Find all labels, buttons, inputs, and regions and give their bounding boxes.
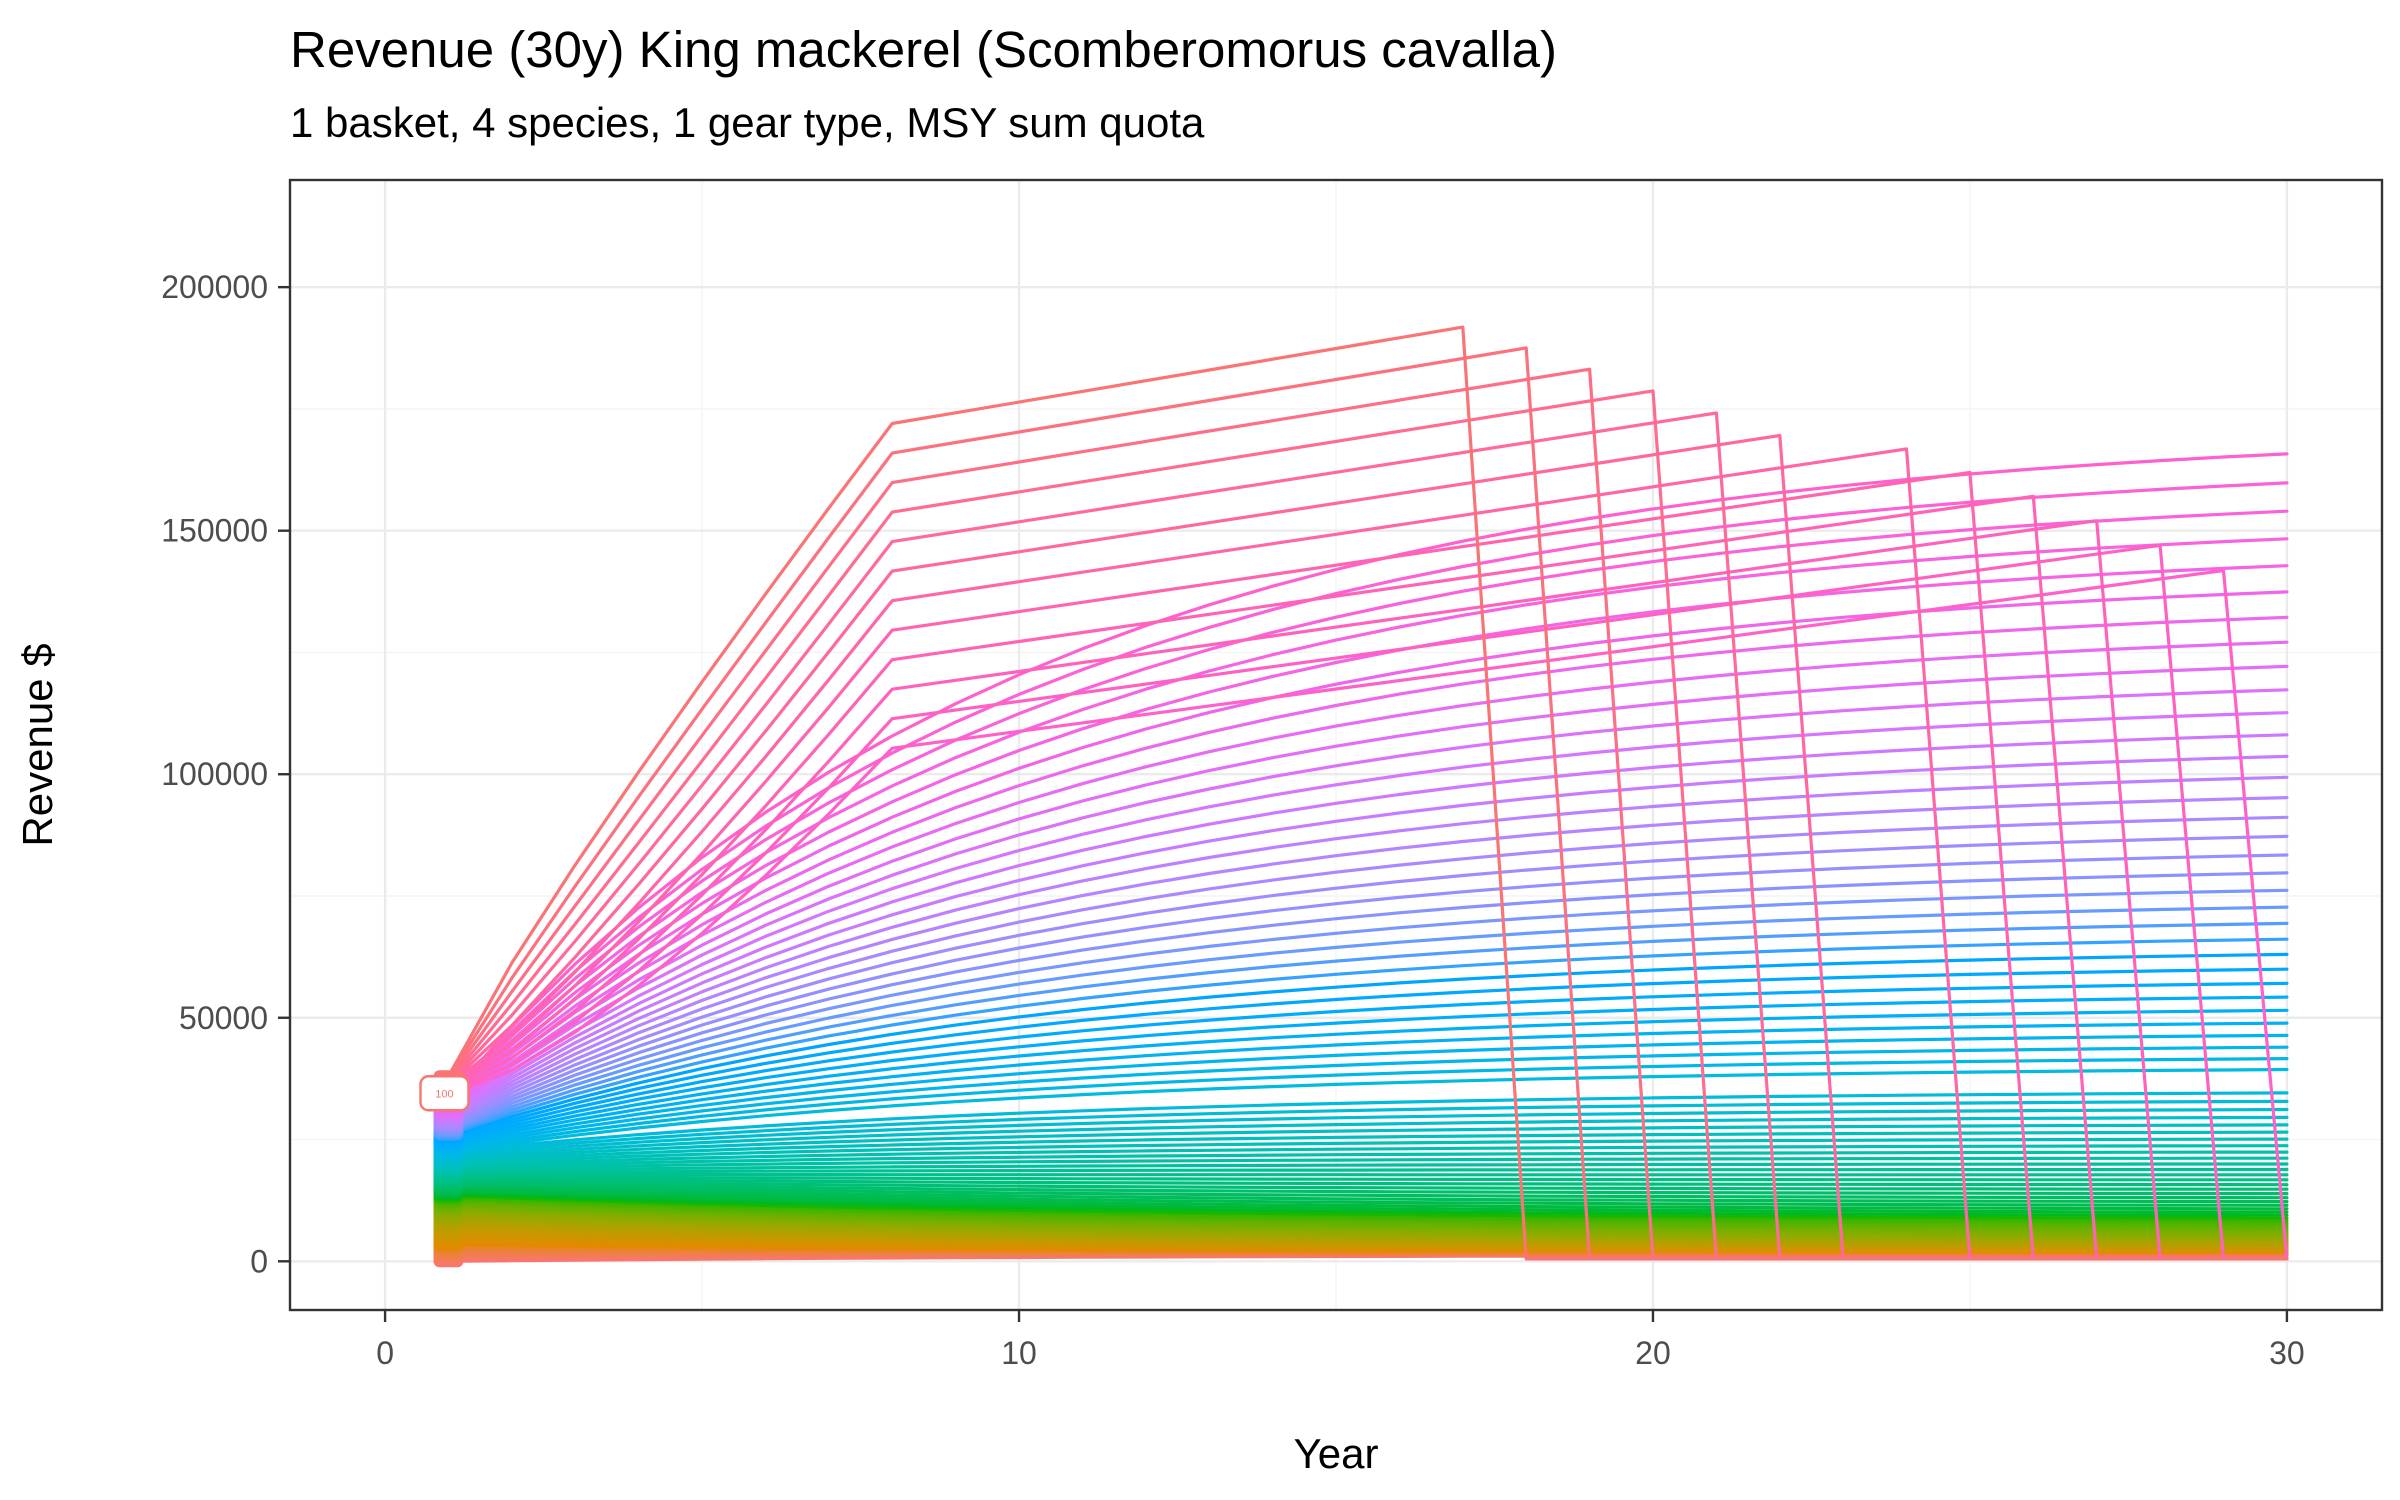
series-line xyxy=(446,688,2289,1114)
y-tick-label: 150000 xyxy=(161,513,268,549)
x-tick-label: 30 xyxy=(2269,1335,2305,1371)
series-line xyxy=(446,1021,2289,1147)
series-line xyxy=(446,1177,2289,1187)
series-line xyxy=(446,1091,2289,1156)
series-line xyxy=(446,1033,2289,1149)
series-line xyxy=(446,664,2289,1112)
series-line xyxy=(446,1137,2289,1167)
series-line xyxy=(446,1107,2289,1160)
series-line xyxy=(446,1189,2289,1211)
series-line xyxy=(446,1156,2289,1172)
series-line xyxy=(446,1202,2289,1230)
y-axis-title: Revenue $ xyxy=(14,643,61,846)
series-line xyxy=(446,711,2289,1116)
series-line xyxy=(446,494,2289,1261)
series-line xyxy=(446,1099,2289,1158)
end-label-box xyxy=(419,1075,470,1112)
series-line xyxy=(446,470,2289,1261)
series-line xyxy=(446,871,2289,1130)
series-line xyxy=(446,1150,2289,1170)
series-line xyxy=(446,537,2289,1104)
y-tick-label: 50000 xyxy=(179,1000,268,1036)
series-line xyxy=(446,564,2289,1105)
series-line xyxy=(446,952,2289,1138)
series-line xyxy=(446,1008,2289,1145)
series-line xyxy=(446,1190,2289,1214)
series-line xyxy=(446,1187,2289,1207)
panel-border xyxy=(288,178,2384,1312)
series-line xyxy=(446,834,2289,1126)
x-tick-label: 0 xyxy=(376,1335,394,1371)
series-line xyxy=(446,519,2289,1261)
chart-title: Revenue (30y) King mackerel (Scomberomor… xyxy=(290,21,1558,78)
series-line xyxy=(446,937,2289,1137)
series-line xyxy=(446,1175,2289,1182)
series-line xyxy=(446,796,2289,1123)
series-line xyxy=(446,1144,2289,1169)
series-line xyxy=(446,481,2289,1100)
series-line xyxy=(446,733,2289,1117)
series-line xyxy=(446,1057,2289,1153)
series-line xyxy=(446,981,2289,1142)
x-tick-label: 20 xyxy=(1635,1335,1671,1371)
series-line xyxy=(446,1198,2289,1226)
series-line xyxy=(446,1208,2289,1236)
series-line xyxy=(446,1196,2289,1223)
series-line xyxy=(446,905,2289,1133)
series-line xyxy=(446,1204,2289,1233)
series-line xyxy=(446,1209,2289,1238)
series-line xyxy=(446,754,2289,1119)
series-line xyxy=(446,853,2289,1128)
series-line xyxy=(446,1211,2289,1240)
series-line xyxy=(446,543,2289,1261)
series-line xyxy=(446,921,2289,1135)
end-label-text: 100 xyxy=(435,1088,453,1100)
series-line xyxy=(446,1181,2289,1196)
series-line xyxy=(446,640,2289,1111)
series-line xyxy=(446,1192,2289,1217)
series-line xyxy=(446,1185,2289,1204)
y-tick-label: 0 xyxy=(250,1243,268,1279)
series-line xyxy=(446,1115,2289,1161)
series-line xyxy=(446,1172,2289,1178)
series-line xyxy=(446,1045,2289,1151)
y-tick-label: 200000 xyxy=(161,269,268,305)
series-line xyxy=(446,888,2289,1131)
series-lines xyxy=(433,325,2289,1268)
series-line xyxy=(446,1194,2289,1220)
series-line xyxy=(446,1130,2289,1165)
x-axis-title: Year xyxy=(1294,1430,1379,1477)
series-line xyxy=(446,1200,2289,1228)
x-tick-label: 10 xyxy=(1001,1335,1037,1371)
series-line xyxy=(446,1206,2289,1235)
series-line xyxy=(446,615,2289,1109)
series-line xyxy=(446,1162,2289,1174)
axis-ticks: 0 10 20 30 0 50000 100000 150000 200000 xyxy=(161,269,2304,1371)
series-line xyxy=(446,1167,2289,1176)
series-line xyxy=(446,967,2289,1140)
y-tick-label: 100000 xyxy=(161,756,268,792)
series-end-label: 100 xyxy=(419,1075,470,1112)
series-line xyxy=(446,995,2289,1144)
series-line xyxy=(446,1179,2289,1191)
series-line xyxy=(446,1123,2289,1163)
chart-subtitle: 1 basket, 4 species, 1 gear type, MSY su… xyxy=(290,99,1205,146)
series-line xyxy=(446,1067,2289,1154)
series-line xyxy=(446,815,2289,1124)
series-line xyxy=(446,775,2289,1121)
series-line xyxy=(446,509,2289,1102)
series-line xyxy=(446,325,2289,1261)
series-line xyxy=(446,1183,2289,1200)
